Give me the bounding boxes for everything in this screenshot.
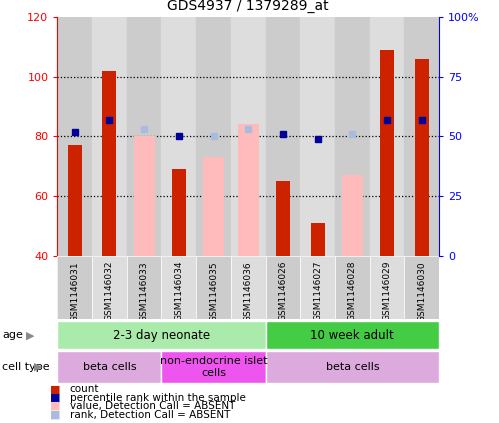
Bar bbox=[380, 50, 394, 256]
Text: age: age bbox=[2, 330, 23, 340]
Bar bbox=[265, 321, 439, 349]
Bar bbox=[172, 169, 186, 256]
Bar bbox=[92, 17, 127, 256]
Bar bbox=[342, 175, 363, 256]
Bar bbox=[335, 17, 370, 256]
Bar bbox=[370, 17, 404, 256]
Text: cell type: cell type bbox=[2, 362, 50, 372]
Text: beta cells: beta cells bbox=[325, 362, 379, 372]
Bar bbox=[102, 71, 116, 256]
Bar bbox=[300, 256, 335, 319]
Bar bbox=[276, 181, 290, 256]
Text: count: count bbox=[70, 384, 99, 394]
Bar bbox=[231, 17, 265, 256]
Bar bbox=[57, 17, 92, 256]
Bar bbox=[203, 157, 224, 256]
Bar bbox=[127, 17, 162, 256]
Bar bbox=[265, 256, 300, 319]
Bar bbox=[265, 351, 439, 383]
Text: 2-3 day neonate: 2-3 day neonate bbox=[113, 329, 210, 342]
Bar bbox=[57, 351, 162, 383]
Bar bbox=[127, 256, 162, 319]
Text: GSM1146033: GSM1146033 bbox=[140, 261, 149, 321]
Bar bbox=[404, 17, 439, 256]
Bar bbox=[57, 256, 92, 319]
Text: GSM1146032: GSM1146032 bbox=[105, 261, 114, 321]
Text: GSM1146027: GSM1146027 bbox=[313, 261, 322, 321]
Text: ■: ■ bbox=[50, 409, 60, 420]
Text: percentile rank within the sample: percentile rank within the sample bbox=[70, 393, 246, 403]
Bar bbox=[92, 256, 127, 319]
Bar bbox=[370, 256, 404, 319]
Bar bbox=[404, 256, 439, 319]
Bar bbox=[68, 146, 82, 256]
Bar bbox=[238, 124, 258, 256]
Bar bbox=[57, 321, 265, 349]
Text: GSM1146036: GSM1146036 bbox=[244, 261, 253, 321]
Text: 10 week adult: 10 week adult bbox=[310, 329, 394, 342]
Bar bbox=[196, 256, 231, 319]
Text: non-endocrine islet
cells: non-endocrine islet cells bbox=[160, 356, 267, 378]
Bar bbox=[162, 17, 196, 256]
Text: GSM1146031: GSM1146031 bbox=[70, 261, 79, 321]
Text: ■: ■ bbox=[50, 384, 60, 394]
Text: GSM1146035: GSM1146035 bbox=[209, 261, 218, 321]
Bar bbox=[300, 17, 335, 256]
Text: GSM1146030: GSM1146030 bbox=[417, 261, 426, 321]
Bar bbox=[162, 351, 265, 383]
Text: rank, Detection Call = ABSENT: rank, Detection Call = ABSENT bbox=[70, 409, 230, 420]
Text: beta cells: beta cells bbox=[83, 362, 136, 372]
Text: GSM1146034: GSM1146034 bbox=[174, 261, 183, 321]
Text: GSM1146026: GSM1146026 bbox=[278, 261, 287, 321]
Text: GSM1146029: GSM1146029 bbox=[383, 261, 392, 321]
Text: ■: ■ bbox=[50, 393, 60, 403]
Bar bbox=[415, 59, 429, 256]
Bar bbox=[134, 136, 155, 256]
Text: GSM1146028: GSM1146028 bbox=[348, 261, 357, 321]
Bar bbox=[335, 256, 370, 319]
Text: ▶: ▶ bbox=[26, 330, 34, 340]
Text: ▶: ▶ bbox=[34, 362, 42, 372]
Bar bbox=[162, 256, 196, 319]
Text: value, Detection Call = ABSENT: value, Detection Call = ABSENT bbox=[70, 401, 235, 411]
Title: GDS4937 / 1379289_at: GDS4937 / 1379289_at bbox=[168, 0, 329, 13]
Bar bbox=[265, 17, 300, 256]
Bar bbox=[231, 256, 265, 319]
Bar bbox=[311, 223, 324, 256]
Text: ■: ■ bbox=[50, 401, 60, 411]
Bar bbox=[196, 17, 231, 256]
